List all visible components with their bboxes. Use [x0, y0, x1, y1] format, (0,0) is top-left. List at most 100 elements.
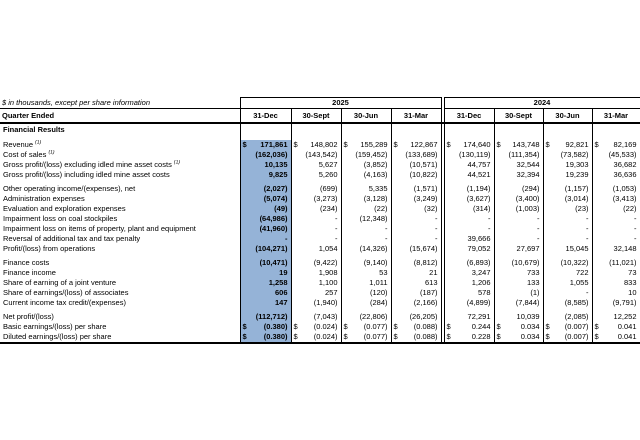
value-cell: 72,291 [443, 312, 494, 322]
spacer-cell [493, 180, 543, 184]
value-cell: - [591, 214, 640, 224]
row-label: Other operating income/(expenses), net [3, 184, 136, 193]
spacer-cell [443, 308, 494, 312]
dollar-sign: $ [446, 140, 451, 149]
value-cell: (22) [591, 204, 640, 214]
year-header-2025: 2025 [239, 97, 442, 109]
section-title: Financial Results [3, 125, 65, 134]
value-cell: 147 [239, 298, 291, 308]
section-cell [390, 123, 441, 136]
value-cell: (10,322) [542, 258, 592, 268]
dollar-value: $0.041 [593, 332, 637, 341]
value-cell: $143,748 [493, 140, 543, 150]
value-cell: (9,422) [290, 258, 341, 268]
column-header: 30-Jun [542, 108, 592, 124]
value-text: (0.007) [564, 332, 589, 341]
spacer-cell [542, 308, 592, 312]
section-cell [493, 123, 543, 136]
dollar-sign: $ [343, 140, 348, 149]
section-row: Financial Results [0, 123, 640, 136]
dollar-sign: $ [545, 140, 550, 149]
dollar-value: $0.041 [593, 322, 637, 332]
row-label: Current income tax credit/(expenses) [3, 298, 126, 307]
spacer-cell [542, 136, 592, 140]
value-cell: (4,899) [443, 298, 494, 308]
table-row: Finance income 19 1,908 53 21 3,247 733 722 73 [0, 268, 640, 278]
value-cell: 5,627 [290, 160, 341, 170]
value-cell: - [390, 214, 441, 224]
dollar-sign: $ [446, 322, 451, 331]
value-cell: 36,682 [591, 160, 640, 170]
value-cell: (1,053) [591, 184, 640, 194]
dollar-sign: $ [594, 322, 599, 331]
value-cell: (12,348) [340, 214, 391, 224]
value-cell: 9,825 [239, 170, 291, 180]
value-text: (0.380) [263, 332, 288, 341]
row-label: Share of earning of a joint venture [3, 278, 116, 287]
value-cell: $ (0.380) [239, 332, 291, 344]
value-cell: (22) [340, 204, 391, 214]
table-row: Share of earning of a joint venture 1,258… [0, 278, 640, 288]
row-label: Impairment loss on items of property, pl… [3, 224, 196, 233]
value-cell: 21 [390, 268, 441, 278]
value-cell: (284) [340, 298, 391, 308]
dollar-sign: $ [393, 140, 398, 149]
value-cell: 15,045 [542, 244, 592, 254]
value-text: 0.034 [520, 332, 540, 341]
dollar-value: $0.244 [445, 322, 491, 332]
dollar-sign: $ [545, 322, 550, 331]
value-cell: (104,271) [239, 244, 291, 254]
value-cell: $0.041 [591, 322, 640, 332]
value-cell: (8,585) [542, 298, 592, 308]
table-row: Evaluation and exploration expenses (49)(… [0, 204, 640, 214]
column-header: 31-Mar [390, 108, 441, 124]
value-cell: (3,400) [493, 194, 543, 204]
dollar-sign: $ [242, 140, 247, 149]
value-cell: $92,821 [542, 140, 592, 150]
dollar-value: $148,802 [292, 140, 338, 150]
footnote-marker: (1) [48, 150, 55, 156]
value-text: 92,821 [565, 140, 589, 149]
table-row: Gross profit/(loss) excluding idled mine… [0, 160, 640, 170]
value-cell: (314) [443, 204, 494, 214]
column-header: 31-Mar [591, 108, 640, 124]
spacer-cell [290, 136, 341, 140]
spacer-cell [340, 254, 391, 258]
value-cell: (2,027) [239, 184, 291, 194]
column-header: 31-Dec [443, 108, 494, 124]
value-cell: (3,413) [591, 194, 640, 204]
dollar-sign: $ [242, 332, 247, 341]
table-row: Net profit/(loss) (112,712) (7,043) (22,806… [0, 312, 640, 322]
table-row: Impairment loss on items of property, pl… [0, 224, 640, 234]
value-cell: $ (0.007) [542, 332, 592, 344]
dollar-value: $0.228 [445, 332, 491, 341]
value-cell: 32,394 [493, 170, 543, 180]
value-cell: (130,119) [443, 150, 494, 160]
value-text: (0.024) [313, 332, 338, 341]
value-cell: $0.228 [443, 332, 494, 344]
value-cell: 19,303 [542, 160, 592, 170]
value-cell: $ (0.088) [390, 322, 441, 332]
value-text: (0.007) [564, 322, 589, 331]
value-cell: (49) [239, 204, 291, 214]
spacer-cell [340, 308, 391, 312]
value-cell: 257 [290, 288, 341, 298]
value-cell: $174,640 [443, 140, 494, 150]
spacer-cell [290, 308, 341, 312]
value-cell: (111,354) [493, 150, 543, 160]
dollar-value: $0.034 [495, 332, 540, 341]
section-cell [340, 123, 391, 136]
dollar-sign: $ [293, 322, 298, 331]
dollar-value: $ (0.380) [241, 322, 288, 332]
section-cell [239, 123, 291, 136]
value-cell: (22,806) [340, 312, 391, 322]
value-cell: (133,689) [390, 150, 441, 160]
spacer-cell [443, 254, 494, 258]
row-label: Share of earnings/(loss) of associates [3, 288, 129, 297]
value-cell: (1,940) [290, 298, 341, 308]
value-cell: - [542, 214, 592, 224]
dollar-sign: $ [446, 332, 451, 341]
value-cell: - [591, 234, 640, 244]
value-cell: (15,674) [390, 244, 441, 254]
